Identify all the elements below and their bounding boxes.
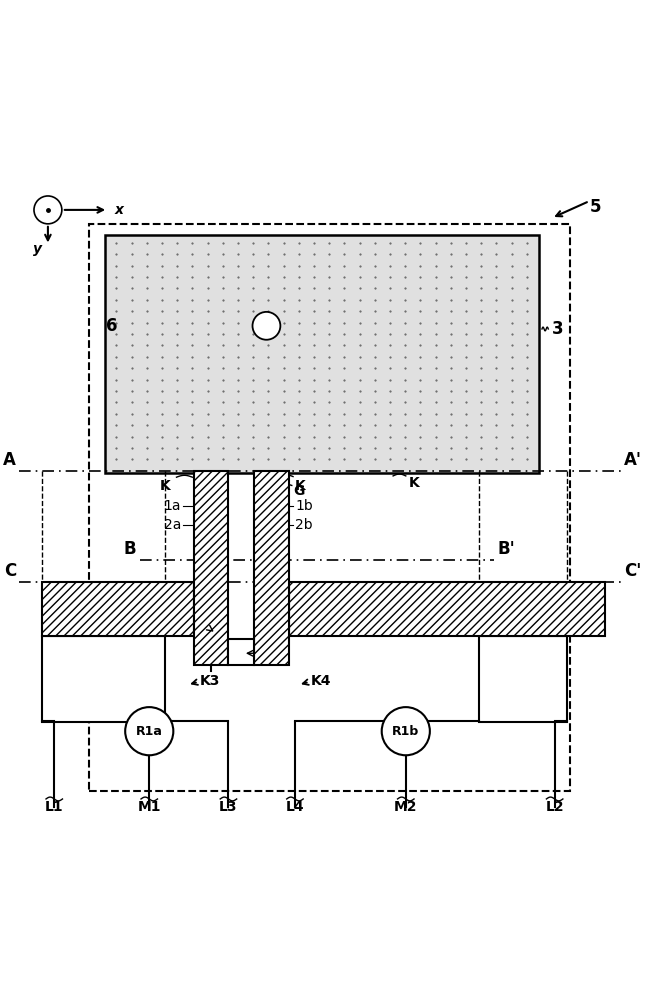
Text: M2: M2 — [394, 800, 417, 814]
Bar — [228, 639, 254, 665]
Bar — [193, 471, 228, 665]
Bar — [479, 636, 567, 722]
Text: I: I — [204, 622, 208, 636]
Text: K: K — [160, 479, 170, 493]
Text: B: B — [124, 540, 137, 558]
Text: K3: K3 — [200, 674, 221, 688]
Text: A: A — [3, 451, 16, 469]
Bar — [254, 471, 289, 665]
Text: 2b: 2b — [295, 518, 313, 532]
Bar — [105, 235, 539, 473]
Text: 1b: 1b — [295, 499, 313, 513]
Bar — [89, 224, 571, 791]
Text: L3: L3 — [219, 800, 237, 814]
Text: B': B' — [498, 540, 516, 558]
Circle shape — [125, 707, 173, 755]
Text: C': C' — [624, 562, 642, 580]
Text: 1a: 1a — [164, 499, 181, 513]
Text: G: G — [293, 484, 305, 498]
Text: y: y — [32, 242, 41, 256]
Bar — [289, 582, 606, 636]
Text: R1a: R1a — [136, 725, 162, 738]
Text: L1: L1 — [45, 800, 63, 814]
Circle shape — [34, 196, 62, 224]
Text: C: C — [4, 562, 16, 580]
Text: L4: L4 — [285, 800, 304, 814]
Text: 3: 3 — [551, 320, 563, 338]
Text: K: K — [409, 476, 420, 490]
Text: A': A' — [624, 451, 642, 469]
Text: 2a: 2a — [164, 518, 181, 532]
Text: 6: 6 — [106, 317, 118, 335]
Text: K2: K2 — [582, 584, 602, 598]
Bar — [41, 582, 193, 636]
Text: x: x — [115, 203, 124, 217]
Circle shape — [252, 312, 280, 340]
Text: K: K — [295, 479, 305, 493]
Text: R1b: R1b — [392, 725, 419, 738]
Text: 5: 5 — [590, 198, 602, 216]
Bar — [41, 636, 165, 722]
Text: K4: K4 — [311, 674, 331, 688]
Text: z: z — [41, 193, 49, 207]
Text: M1: M1 — [138, 800, 161, 814]
Text: 11a: 11a — [257, 652, 283, 666]
Text: K1: K1 — [43, 584, 63, 598]
Circle shape — [382, 707, 430, 755]
Text: 1: 1 — [88, 604, 96, 618]
Text: L2: L2 — [545, 800, 564, 814]
